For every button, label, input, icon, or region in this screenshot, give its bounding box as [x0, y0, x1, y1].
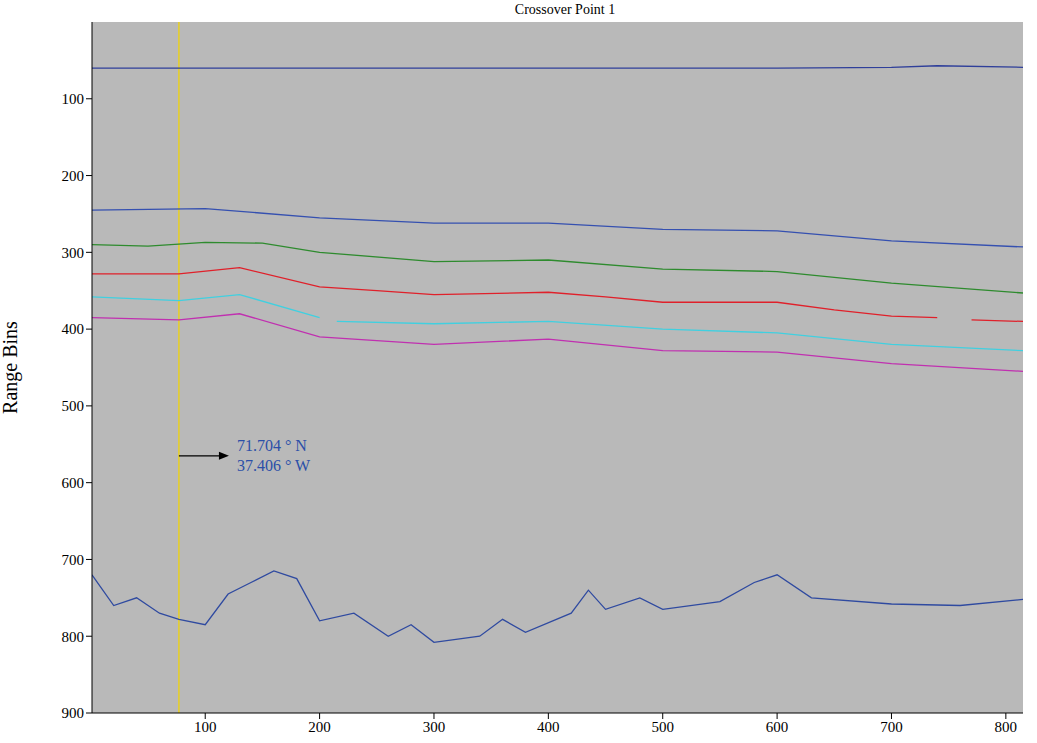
html-text:Crossover Point 1: Crossover Point 1: [514, 2, 616, 17]
svg-text:600: 600: [766, 719, 789, 735]
svg-text:800: 800: [62, 629, 85, 645]
svg-text:300: 300: [423, 719, 446, 735]
svg-text:600: 600: [62, 475, 85, 491]
svg-text:100: 100: [62, 91, 85, 107]
svg-text:100: 100: [194, 719, 217, 735]
svg-text:71.704 ° N: 71.704 ° N: [237, 437, 307, 454]
svg-text:200: 200: [62, 168, 85, 184]
svg-text:900: 900: [62, 705, 85, 721]
svg-text:37.406 ° W: 37.406 ° W: [237, 457, 311, 474]
svg-text:700: 700: [880, 719, 903, 735]
svg-text:700: 700: [62, 552, 85, 568]
svg-text:800: 800: [995, 719, 1018, 735]
svg-text:500: 500: [651, 719, 674, 735]
svg-text:400: 400: [62, 321, 85, 337]
svg-text:500: 500: [62, 398, 85, 414]
svg-text:300: 300: [62, 245, 85, 261]
svg-text:400: 400: [537, 719, 560, 735]
svg-text:200: 200: [308, 719, 331, 735]
svg-text:Range Bins: Range Bins: [0, 321, 22, 414]
